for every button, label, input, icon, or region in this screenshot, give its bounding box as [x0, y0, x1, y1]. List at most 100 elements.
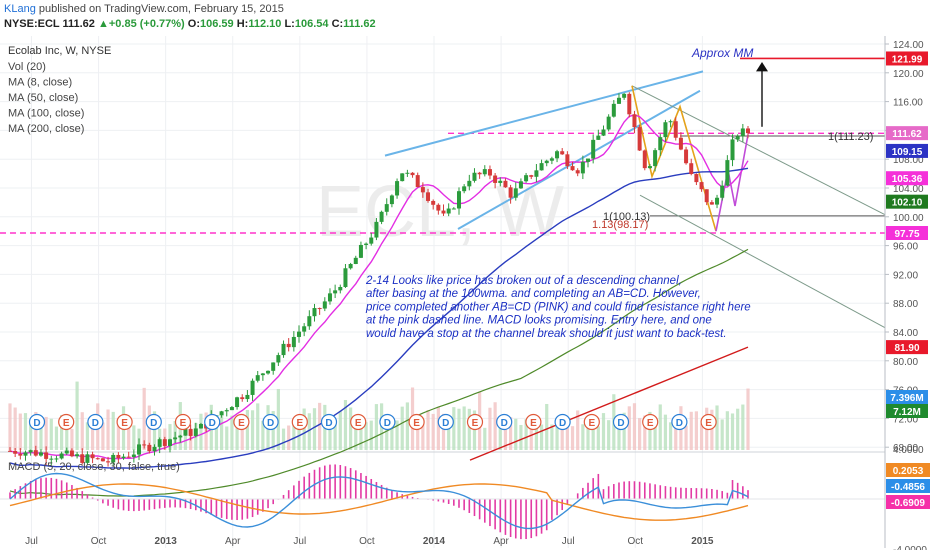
candle-body	[400, 173, 405, 182]
candle-body	[276, 355, 281, 363]
price-change: +0.85 (+0.77%)	[108, 18, 185, 30]
candle-body	[33, 450, 38, 456]
candle-body	[586, 158, 591, 162]
volume-bar	[219, 416, 224, 450]
candle-body	[90, 454, 95, 459]
dividend-marker-icon[interactable]	[320, 413, 338, 431]
time-axis-label: Apr	[225, 536, 241, 547]
dividend-marker-icon[interactable]	[554, 413, 571, 431]
dividend-marker-icon[interactable]	[262, 413, 279, 431]
candle-body	[291, 336, 296, 348]
volume-bar	[699, 423, 704, 450]
candle-body	[188, 429, 193, 436]
candle-body	[111, 454, 116, 463]
ma-200-line	[469, 346, 749, 461]
candle-body	[183, 429, 188, 436]
earnings-marker-icon[interactable]	[291, 413, 308, 431]
dividend-marker-icon[interactable]	[204, 413, 221, 431]
up-arrow-icon: ▲	[97, 18, 109, 30]
candle-body	[389, 195, 394, 205]
earnings-marker-icon[interactable]	[58, 413, 75, 431]
earnings-marker-icon[interactable]	[642, 413, 659, 431]
candle-body	[358, 244, 363, 258]
volume-bar	[18, 413, 22, 450]
price-badge	[886, 51, 928, 66]
author-link[interactable]: KLang	[4, 3, 36, 15]
candle-body	[694, 174, 699, 183]
volume-bar	[416, 423, 420, 450]
candle-body	[673, 121, 678, 138]
dividend-marker-icon[interactable]	[145, 413, 162, 431]
open-label: O:	[187, 18, 201, 30]
volume-bar	[684, 425, 688, 450]
fib-level-label: 1.13(98.17)	[592, 219, 648, 231]
price-axis-label: 72.00	[893, 414, 918, 425]
volume-bar	[106, 409, 110, 450]
descending-channel-top	[631, 85, 886, 216]
price-axis-label: 116.00	[893, 98, 923, 109]
volume-bar	[436, 406, 440, 450]
volume-bar	[467, 408, 471, 450]
candle-body	[456, 191, 461, 209]
volume-bar	[276, 388, 280, 450]
candle-body	[229, 407, 234, 411]
volume-bar	[245, 409, 249, 450]
candle-body	[544, 160, 549, 164]
volume-bar	[271, 411, 275, 450]
earnings-marker-icon[interactable]	[408, 413, 425, 431]
earnings-marker-icon[interactable]	[466, 413, 484, 431]
candle-body	[436, 204, 441, 211]
candle-body	[426, 192, 431, 201]
candle-body	[725, 160, 730, 186]
dividend-marker-icon[interactable]	[671, 413, 688, 431]
volume-bar	[54, 426, 59, 450]
analysis-note-line: price completed another AB=CD (PINK) and…	[365, 301, 751, 313]
candle-body	[642, 150, 647, 169]
volume-bar	[534, 422, 539, 450]
earnings-marker-icon[interactable]	[525, 413, 542, 431]
volume-bar	[80, 412, 84, 450]
dividend-marker-icon[interactable]	[379, 413, 396, 431]
dividend-marker-icon[interactable]	[28, 413, 46, 431]
last-price: 111.62	[62, 18, 95, 30]
price-axis-label: 104.00	[893, 184, 924, 195]
dividend-marker-icon[interactable]	[87, 413, 104, 431]
candle-body	[152, 446, 157, 452]
time-axis-label: Apr	[493, 536, 509, 547]
earnings-marker-icon[interactable]	[116, 413, 133, 431]
legend-item: Vol (20)	[8, 61, 46, 73]
volume-bar	[591, 424, 595, 450]
volume-bar	[576, 410, 580, 450]
earnings-marker-icon[interactable]	[174, 413, 192, 431]
volume-bar	[333, 424, 337, 450]
price-badge-label: 109.15	[892, 147, 923, 158]
price-badge	[886, 171, 928, 186]
dividend-marker-icon[interactable]	[496, 413, 513, 431]
time-axis-label: Oct	[91, 536, 107, 547]
volume-bar	[302, 408, 306, 450]
candle-body	[477, 172, 482, 175]
volume-bar	[730, 413, 735, 450]
volume-bar	[472, 410, 477, 450]
earnings-marker-icon[interactable]	[700, 413, 717, 431]
dividend-marker-icon[interactable]	[612, 413, 630, 431]
candle-body	[302, 326, 307, 332]
candle-body	[498, 180, 503, 183]
volume-bar	[385, 428, 389, 450]
volume-bar	[509, 417, 513, 450]
candle-body	[235, 397, 240, 408]
earnings-marker-icon[interactable]	[350, 413, 367, 431]
earnings-marker-icon[interactable]	[233, 413, 250, 431]
volume-bar	[44, 416, 48, 450]
earnings-marker-icon[interactable]	[583, 413, 600, 431]
candle-body	[518, 181, 523, 189]
candle-body	[508, 187, 513, 198]
earnings-marker-label: E	[647, 418, 654, 429]
volume-bar	[34, 411, 38, 450]
candle-body	[668, 121, 673, 123]
candle-body	[487, 169, 492, 176]
candle-body	[353, 257, 358, 265]
high-label: H:	[236, 18, 249, 30]
dividend-marker-icon[interactable]	[437, 413, 454, 431]
